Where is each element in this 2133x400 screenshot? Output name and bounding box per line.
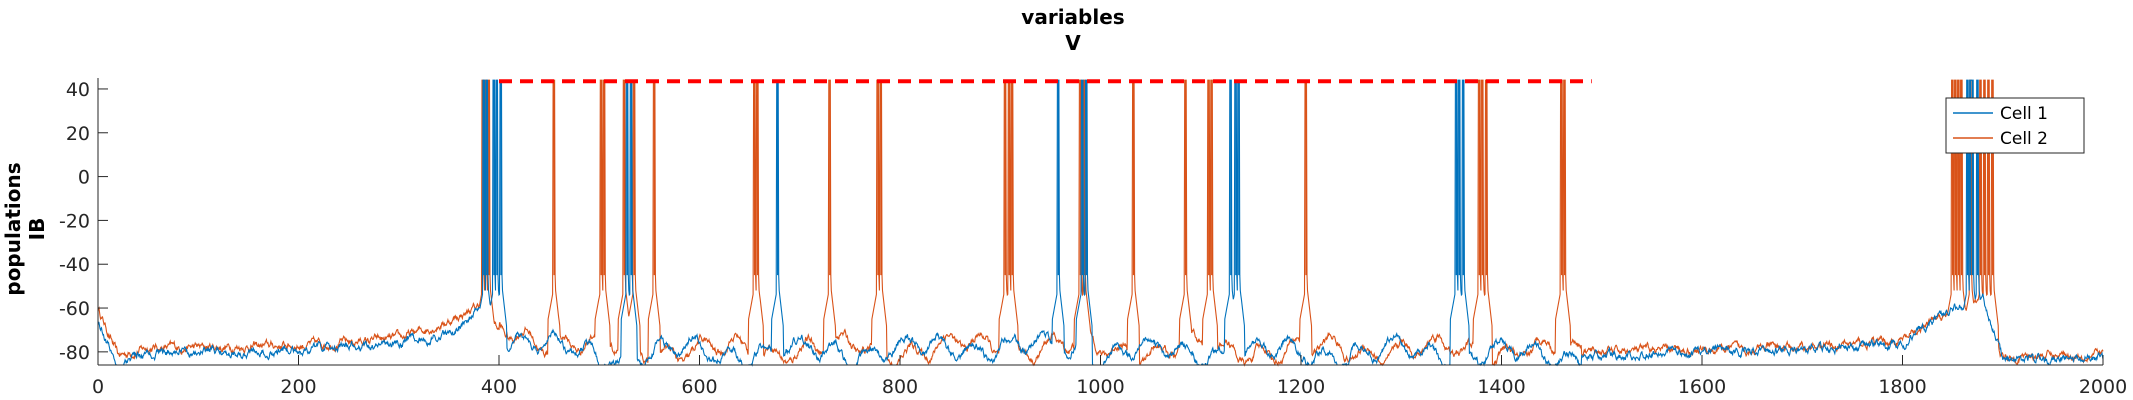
legend-box: [1945, 97, 2085, 154]
legend-label-cell-2: Cell 2: [2000, 129, 2048, 149]
x-tick-label: 600: [681, 376, 717, 398]
x-tick-label: 1400: [1477, 376, 1525, 398]
y-tick-label: -60: [59, 298, 90, 320]
x-tick-label: 1000: [1076, 376, 1124, 398]
y-axis-label-line2: IB: [25, 218, 49, 241]
chart-subtitle: V: [1065, 31, 1081, 55]
x-tick-label: 2000: [2079, 376, 2127, 398]
series-line: [97, 79, 2104, 367]
x-tick-label: 1200: [1277, 376, 1325, 398]
x-tick-label: 1800: [1878, 376, 1926, 398]
series-cell-1: [97, 79, 2104, 367]
series-cell-2: [97, 79, 2104, 367]
x-ticks: 0 200 400 600 800 1000 1200 1400 1600 1800 2000: [92, 355, 2127, 398]
x-tick-label: 800: [882, 376, 918, 398]
y-tick-label: -20: [59, 210, 90, 232]
legend: Cell 1 Cell 2: [1945, 97, 2085, 154]
y-tick-label: -80: [59, 342, 90, 364]
y-ticks: -80 -60 -40 -20 0 20 40: [59, 79, 108, 364]
x-tick-label: 200: [280, 376, 316, 398]
x-tick-label: 1600: [1678, 376, 1726, 398]
legend-label-cell-1: Cell 1: [2000, 104, 2048, 124]
y-tick-label: 20: [66, 123, 90, 145]
series-line: [97, 79, 2104, 367]
chart-title: variables: [1021, 5, 1124, 29]
y-tick-label: 40: [66, 79, 90, 101]
plot-area: [97, 79, 2104, 367]
x-tick-label: 400: [481, 376, 517, 398]
x-tick-label: 0: [92, 376, 104, 398]
y-axis-label: populations IB: [1, 162, 49, 295]
y-tick-label: 0: [78, 167, 90, 189]
y-tick-label: -40: [59, 254, 90, 276]
axes: 0 200 400 600 800 1000 1200 1400 1600 1800 2000 -8…: [59, 78, 2127, 398]
y-axis-label-line1: populations: [1, 162, 25, 295]
